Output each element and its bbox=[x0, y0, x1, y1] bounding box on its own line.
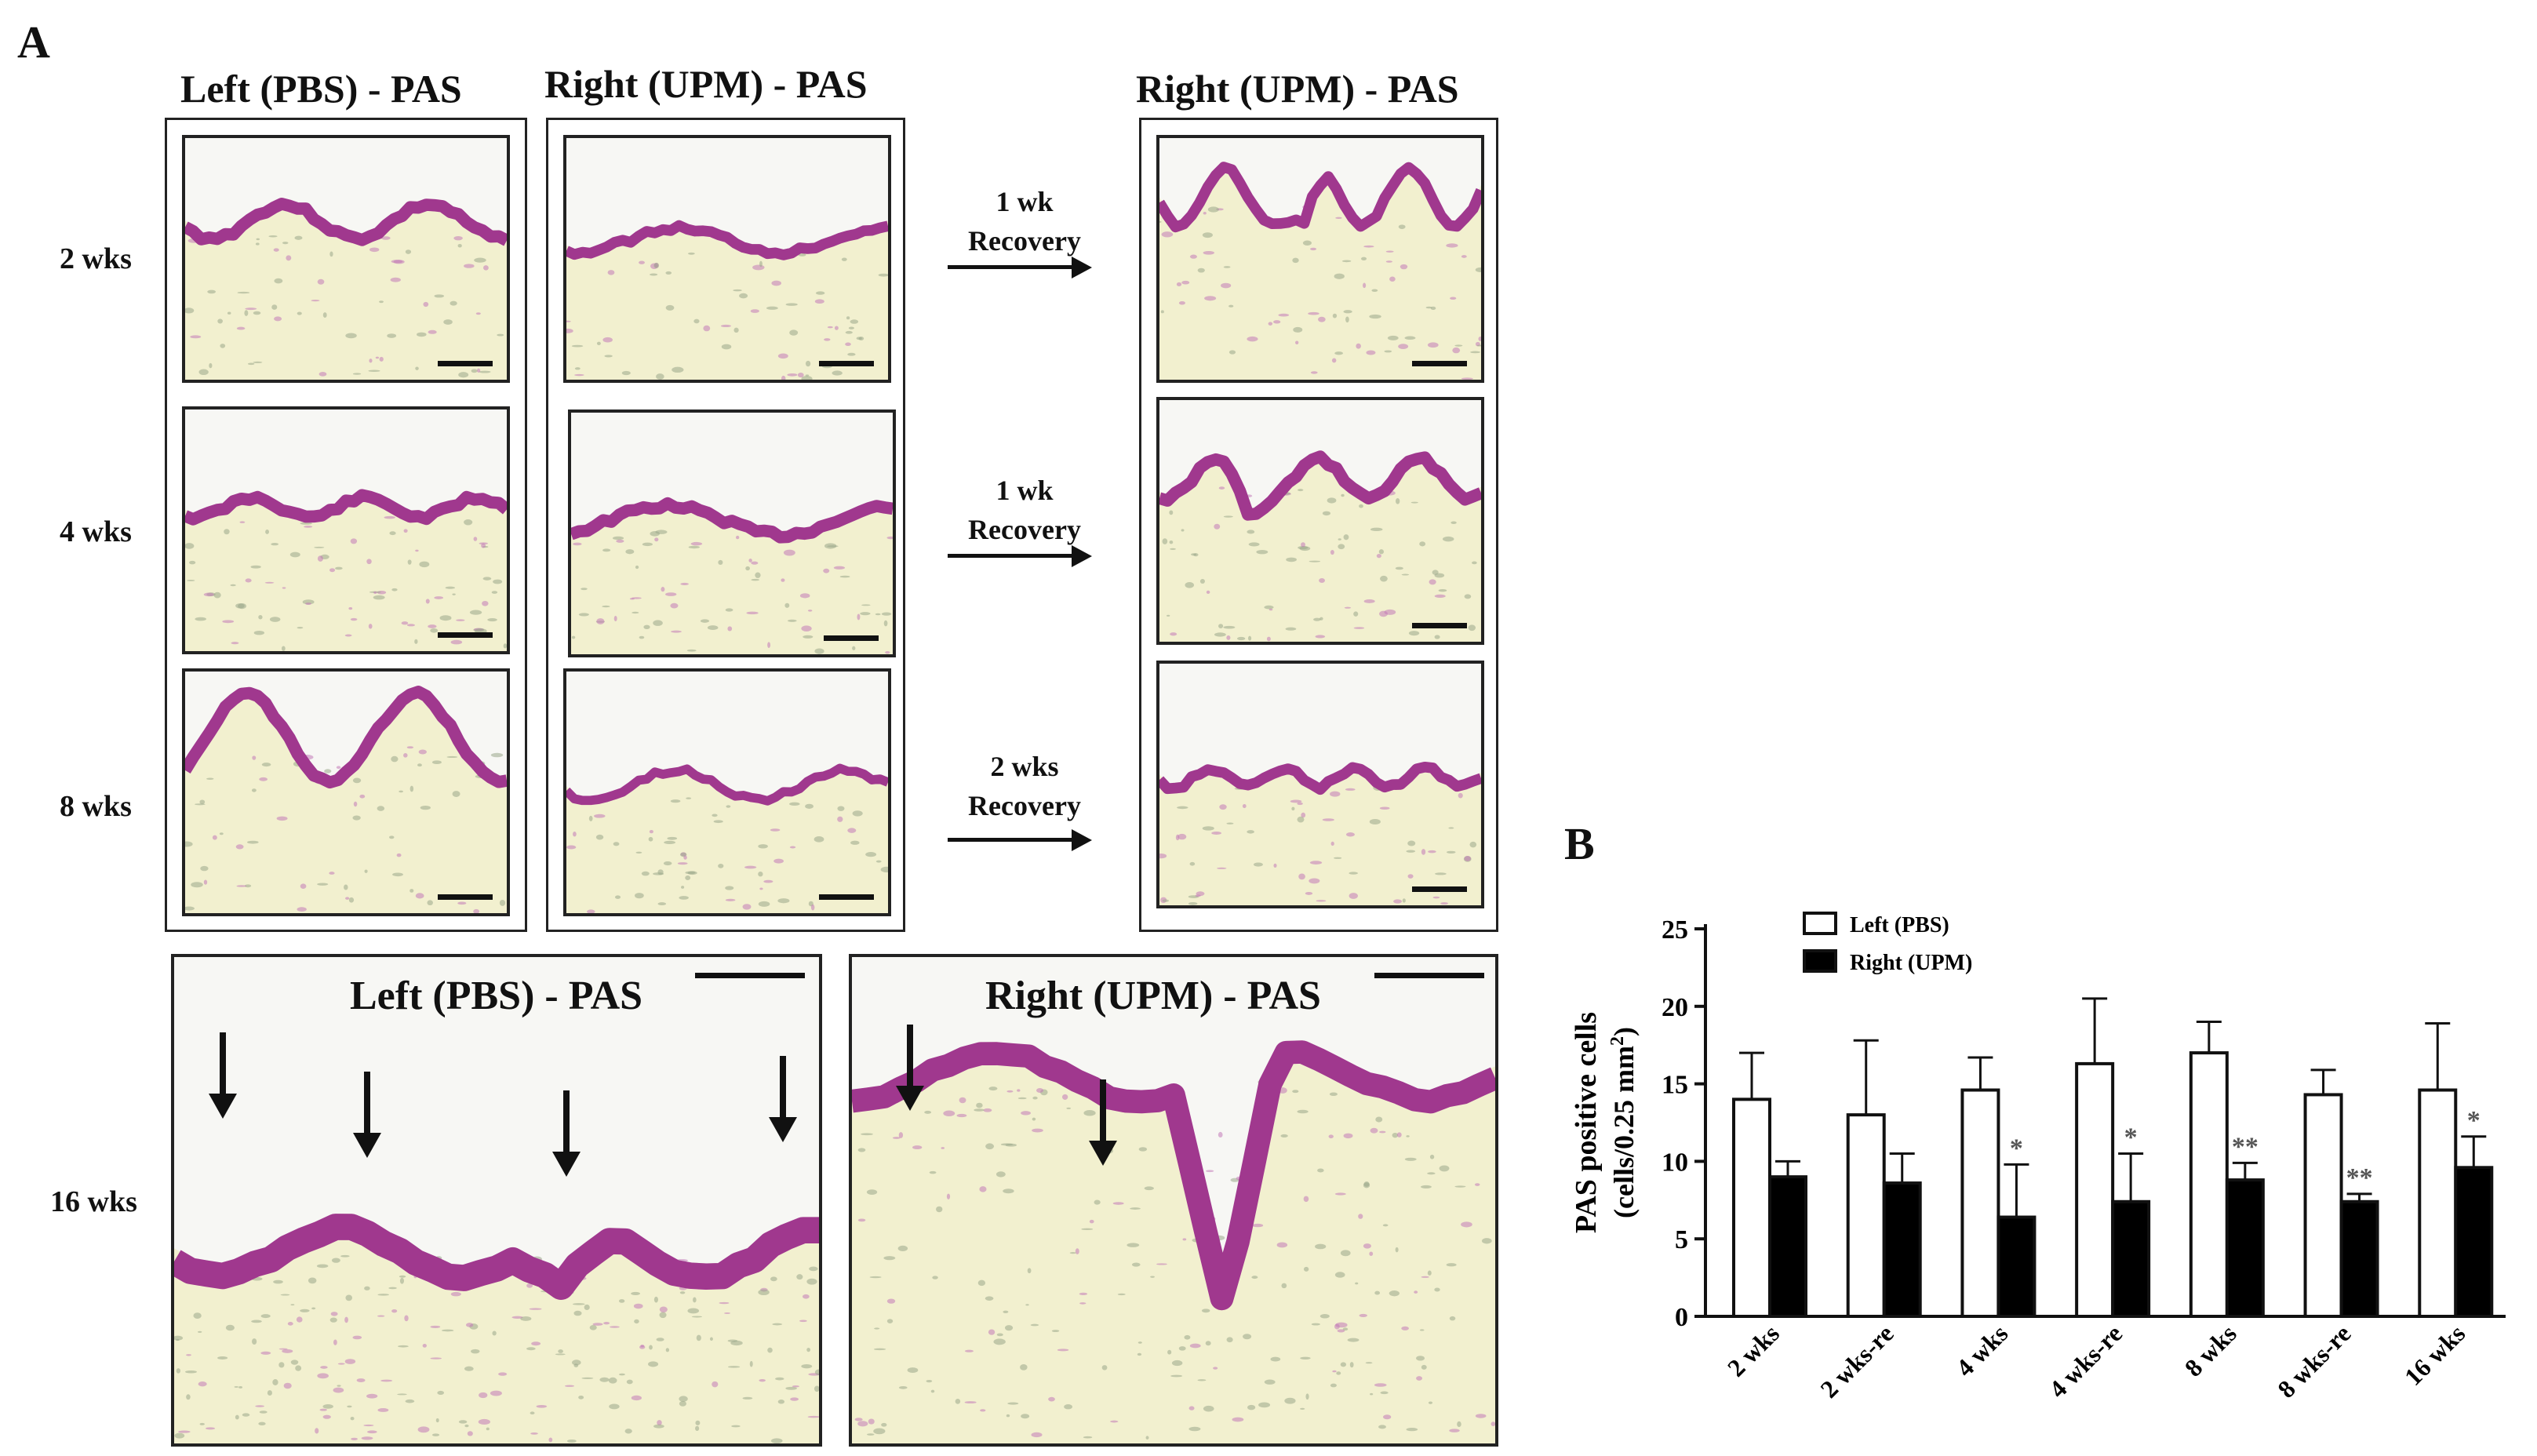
arrow-down-icon bbox=[907, 1025, 913, 1090]
micrograph-2wks-left-pbs bbox=[182, 135, 510, 383]
bottom-title-right-upm: Right (UPM) - PAS bbox=[985, 974, 1321, 1018]
arrow-down-icon bbox=[353, 1133, 381, 1158]
row-label-4wks: 4 wks bbox=[60, 515, 132, 548]
arrow-down-icon bbox=[1089, 1141, 1117, 1166]
micrograph-4wks-recovery bbox=[1156, 397, 1484, 645]
row-label-2wks: 2 wks bbox=[60, 242, 132, 275]
legend-swatch-right-upm bbox=[1803, 949, 1837, 973]
bar-left-pbs bbox=[1846, 1113, 1886, 1318]
arrow-down-icon bbox=[364, 1072, 370, 1138]
recovery-label-row1: 1 wk Recovery bbox=[938, 182, 1111, 260]
pas-bar-chart: 0 5 10 15 20 25 PAS positive cells (cells/0.25 … bbox=[1570, 912, 2506, 1403]
arrow-down-icon bbox=[769, 1117, 797, 1142]
bar-right-upm bbox=[2339, 1199, 2379, 1318]
scale-bar bbox=[819, 894, 874, 900]
y-tick-label: 15 bbox=[1662, 1071, 1688, 1100]
scale-bar bbox=[1412, 361, 1467, 366]
bar-right-upm bbox=[1882, 1181, 1922, 1318]
recovery-arrow-row1 bbox=[948, 265, 1073, 269]
scale-bar bbox=[695, 973, 805, 978]
bottom-title-left-pbs: Left (PBS) - PAS bbox=[350, 974, 643, 1018]
recovery-word: Recovery bbox=[968, 225, 1081, 257]
micrograph-4wks-right-upm bbox=[568, 410, 896, 657]
y-axis-label: PAS positive cells bbox=[1570, 1012, 1603, 1233]
recovery-label-row2: 1 wk Recovery bbox=[938, 471, 1111, 549]
significance-marker: * bbox=[2010, 1134, 2023, 1163]
micrograph-8wks-right-upm bbox=[563, 668, 891, 916]
bar-right-upm bbox=[1996, 1215, 2037, 1319]
bar-right-upm bbox=[2111, 1199, 2151, 1318]
legend-swatch-left-pbs bbox=[1803, 912, 1837, 935]
significance-marker: * bbox=[2467, 1106, 2481, 1135]
scale-bar bbox=[1374, 973, 1484, 978]
micrograph-8wks-recovery bbox=[1156, 661, 1484, 908]
recovery-duration: 1 wk bbox=[996, 186, 1054, 217]
y-tick-label: 25 bbox=[1662, 915, 1688, 945]
arrow-down-icon bbox=[220, 1032, 226, 1098]
recovery-arrow-row2 bbox=[948, 554, 1073, 558]
x-tick-label: 2 wks-re bbox=[1814, 1319, 1898, 1403]
arrow-down-icon bbox=[780, 1056, 786, 1122]
bar-left-pbs bbox=[2075, 1061, 2115, 1319]
arrow-down-icon bbox=[552, 1152, 581, 1177]
recovery-word: Recovery bbox=[968, 790, 1081, 821]
micrograph-2wks-right-upm bbox=[563, 135, 891, 383]
y-tick-label: 10 bbox=[1662, 1148, 1688, 1177]
scale-bar bbox=[438, 632, 493, 638]
bar-left-pbs bbox=[2418, 1088, 2458, 1318]
bar-left-pbs bbox=[2189, 1051, 2229, 1319]
recovery-arrow-row3 bbox=[948, 838, 1073, 842]
bar-right-upm bbox=[1768, 1175, 1807, 1318]
significance-marker: ** bbox=[2232, 1132, 2259, 1161]
micrograph-16wks-right-upm bbox=[849, 954, 1498, 1447]
arrow-down-icon bbox=[209, 1094, 237, 1119]
recovery-duration: 2 wks bbox=[990, 751, 1059, 782]
x-tick-label: 8 wks-re bbox=[2272, 1319, 2356, 1403]
row-label-8wks: 8 wks bbox=[60, 790, 132, 823]
x-tick-label: 2 wks bbox=[1722, 1319, 1785, 1381]
micrograph-16wks-left-pbs bbox=[171, 954, 822, 1447]
row-label-16wks: 16 wks bbox=[50, 1185, 137, 1218]
y-tick-label: 20 bbox=[1662, 993, 1688, 1022]
column-title-right-upm-recovery: Right (UPM) - PAS bbox=[1136, 67, 1459, 111]
recovery-label-row3: 2 wks Recovery bbox=[938, 747, 1111, 825]
arrow-down-icon bbox=[896, 1086, 924, 1111]
panel-b-label: B bbox=[1564, 818, 1595, 869]
column-title-right-upm: Right (UPM) - PAS bbox=[544, 62, 868, 106]
significance-marker: ** bbox=[2346, 1163, 2373, 1192]
recovery-arrow-head-row2 bbox=[1072, 545, 1092, 567]
scale-bar bbox=[1412, 623, 1467, 628]
significance-marker: * bbox=[2124, 1123, 2138, 1152]
legend-label-right-upm: Right (UPM) bbox=[1850, 951, 1972, 975]
scale-bar bbox=[819, 361, 874, 366]
legend-label-left-pbs: Left (PBS) bbox=[1850, 913, 1949, 937]
bar-right-upm bbox=[2225, 1178, 2265, 1318]
scale-bar bbox=[824, 635, 879, 641]
micrograph-8wks-left-pbs bbox=[182, 668, 510, 916]
recovery-arrow-head-row3 bbox=[1072, 829, 1092, 851]
micrograph-2wks-recovery bbox=[1156, 135, 1484, 383]
y-axis-label-units: (cells/0.25 mm2) bbox=[1607, 1027, 1640, 1218]
column-title-left-pbs: Left (PBS) - PAS bbox=[180, 67, 462, 111]
bar-left-pbs bbox=[2303, 1093, 2343, 1318]
recovery-duration: 1 wk bbox=[996, 475, 1054, 506]
bar-left-pbs bbox=[1960, 1088, 2000, 1318]
scale-bar bbox=[438, 361, 493, 366]
recovery-word: Recovery bbox=[968, 514, 1081, 545]
scale-bar bbox=[1412, 886, 1467, 892]
x-tick-label: 4 wks-re bbox=[2044, 1319, 2128, 1403]
x-tick-label: 16 wks bbox=[2399, 1319, 2470, 1390]
arrow-down-icon bbox=[1100, 1079, 1106, 1145]
scale-bar bbox=[438, 894, 493, 900]
y-tick-label: 5 bbox=[1675, 1225, 1688, 1254]
x-tick-label: 4 wks bbox=[1950, 1319, 2013, 1381]
recovery-arrow-head-row1 bbox=[1072, 257, 1092, 278]
bar-left-pbs bbox=[1732, 1097, 1771, 1318]
bar-right-upm bbox=[2454, 1166, 2494, 1318]
micrograph-4wks-left-pbs bbox=[182, 406, 510, 654]
x-tick-label: 8 wks bbox=[2179, 1319, 2242, 1381]
panel-a-label: A bbox=[17, 16, 50, 67]
arrow-down-icon bbox=[563, 1090, 570, 1156]
y-tick-label: 0 bbox=[1675, 1303, 1688, 1332]
